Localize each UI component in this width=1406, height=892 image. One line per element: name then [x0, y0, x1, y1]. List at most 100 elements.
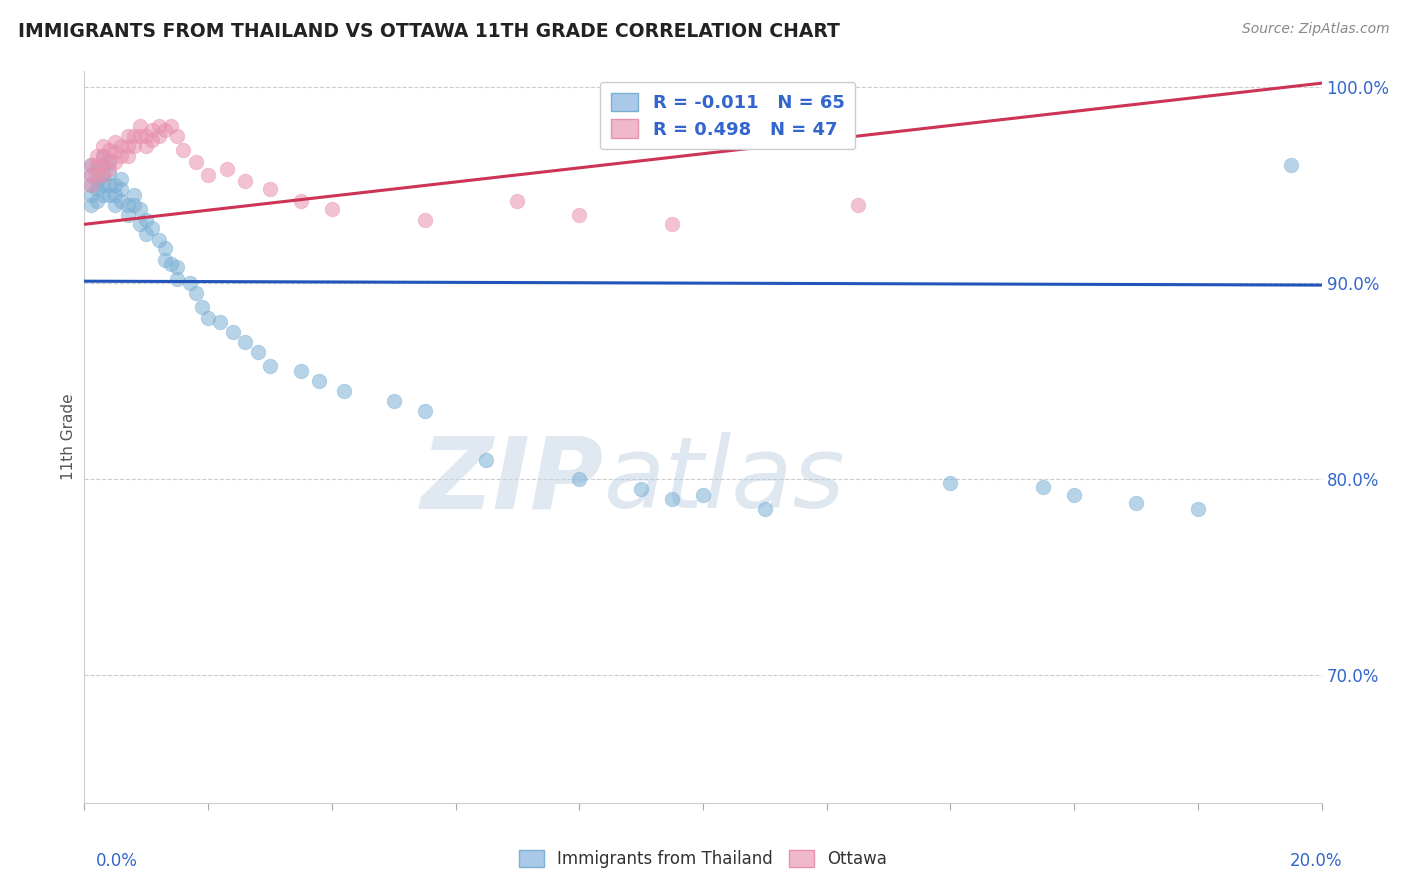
Point [191, 300, 214, 314]
Point [321, 202, 343, 216]
Point [86, 162, 108, 177]
Text: 0.0%: 0.0% [96, 852, 138, 870]
Point [110, 139, 132, 153]
Point [104, 178, 127, 193]
Point [117, 197, 139, 211]
Point [308, 374, 330, 388]
Point [122, 139, 145, 153]
Y-axis label: 11th Grade: 11th Grade [60, 393, 76, 481]
Point [661, 217, 683, 231]
Point [197, 169, 219, 183]
Text: IMMIGRANTS FROM THAILAND VS OTTAWA 11TH GRADE CORRELATION CHART: IMMIGRANTS FROM THAILAND VS OTTAWA 11TH … [18, 22, 841, 41]
Point [1032, 480, 1054, 494]
Point [141, 123, 163, 137]
Point [98, 153, 121, 167]
Point [104, 145, 127, 159]
Point [98, 187, 121, 202]
Point [98, 178, 121, 193]
Point [110, 182, 132, 196]
Point [692, 488, 714, 502]
Point [160, 256, 183, 270]
Point [222, 325, 245, 339]
Point [382, 393, 405, 408]
Point [104, 135, 127, 149]
Point [86, 174, 108, 188]
Point [184, 154, 207, 169]
Point [166, 272, 188, 286]
Point [129, 202, 152, 216]
Text: ZIP: ZIP [420, 433, 605, 530]
Point [91, 149, 114, 163]
Point [86, 149, 108, 163]
Text: 20.0%: 20.0% [1291, 852, 1343, 870]
Point [413, 213, 436, 227]
Point [135, 227, 157, 241]
Point [148, 233, 170, 247]
Point [110, 172, 132, 186]
Point [79, 159, 101, 173]
Point [104, 197, 127, 211]
Point [135, 139, 157, 153]
Point [259, 182, 281, 196]
Point [939, 476, 962, 491]
Point [215, 162, 238, 177]
Legend: Immigrants from Thailand, Ottawa: Immigrants from Thailand, Ottawa [512, 843, 894, 875]
Point [1125, 496, 1147, 510]
Legend: R = -0.011   N = 65, R = 0.498   N = 47: R = -0.011 N = 65, R = 0.498 N = 47 [600, 82, 855, 150]
Point [110, 149, 132, 163]
Point [166, 129, 188, 144]
Point [104, 154, 127, 169]
Point [148, 120, 170, 134]
Point [148, 129, 170, 144]
Point [117, 207, 139, 221]
Point [98, 166, 121, 180]
Point [197, 311, 219, 326]
Point [79, 197, 101, 211]
Point [79, 169, 101, 183]
Point [333, 384, 356, 398]
Point [91, 159, 114, 173]
Point [1187, 501, 1209, 516]
Point [153, 123, 176, 137]
Point [91, 149, 114, 163]
Point [91, 139, 114, 153]
Text: Source: ZipAtlas.com: Source: ZipAtlas.com [1241, 22, 1389, 37]
Point [86, 194, 108, 208]
Point [141, 133, 163, 147]
Point [79, 169, 101, 183]
Point [568, 472, 591, 486]
Point [91, 169, 114, 183]
Point [661, 491, 683, 506]
Point [104, 187, 127, 202]
Point [86, 169, 108, 183]
Point [1279, 159, 1302, 173]
Point [846, 197, 869, 211]
Point [290, 194, 312, 208]
Point [98, 162, 121, 177]
Point [184, 285, 207, 300]
Point [153, 252, 176, 267]
Point [166, 260, 188, 275]
Point [117, 129, 139, 144]
Point [209, 315, 232, 329]
Point [91, 178, 114, 193]
Point [475, 452, 498, 467]
Point [135, 129, 157, 144]
Point [86, 182, 108, 196]
Point [91, 169, 114, 183]
Point [79, 178, 101, 193]
Point [129, 120, 152, 134]
Point [122, 187, 145, 202]
Point [153, 241, 176, 255]
Point [172, 143, 194, 157]
Point [568, 207, 591, 221]
Point [129, 217, 152, 231]
Point [122, 197, 145, 211]
Point [160, 120, 183, 134]
Text: atlas: atlas [605, 433, 845, 530]
Point [135, 213, 157, 227]
Point [110, 194, 132, 208]
Point [91, 159, 114, 173]
Point [179, 276, 201, 290]
Point [98, 143, 121, 157]
